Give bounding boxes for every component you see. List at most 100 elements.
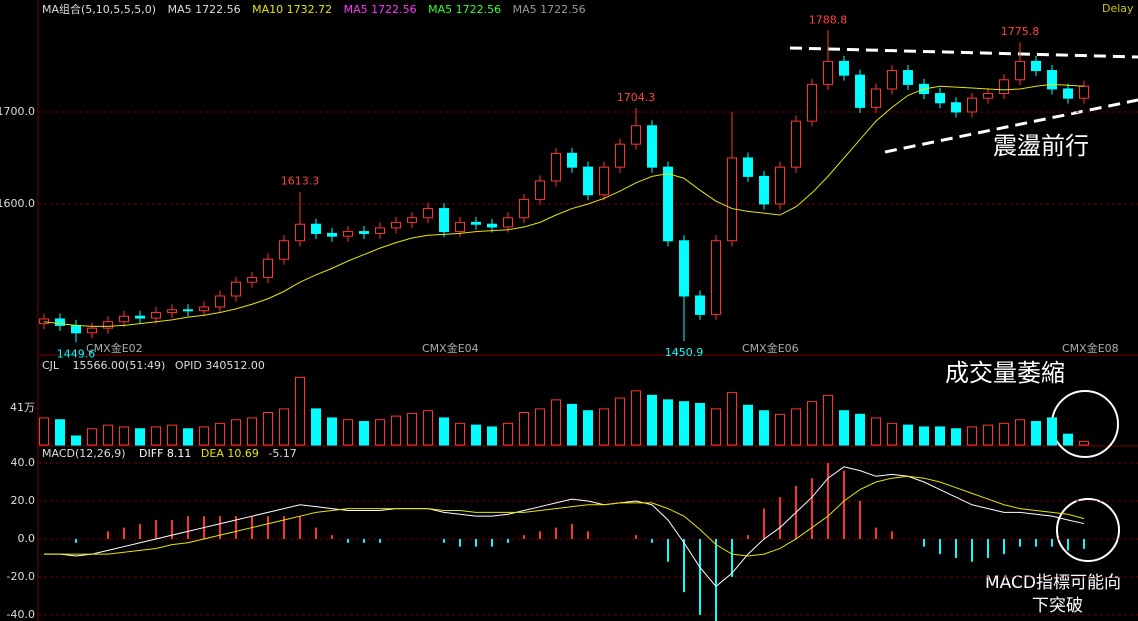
price-label: 1788.8 [809,13,848,26]
candle-body [471,221,481,225]
volume-bar [743,404,753,446]
candle-body [823,60,833,85]
volume-bar [871,417,881,446]
highlight-circle [1056,498,1120,562]
candle-body [775,166,785,205]
ma-label: MA10 1732.72 [252,3,332,16]
trend-line [789,46,1138,59]
candle-body [839,60,849,76]
candle-body [71,324,81,334]
ma-label: MA5 1722.56 [513,3,586,16]
ma-label: MA组合(5,10,5,5,5,0) [42,2,156,16]
candle-body [807,83,817,122]
volume-bar [919,426,929,446]
volume-bar [391,415,401,446]
volume-bar [407,412,417,446]
candle-body [679,240,689,297]
period-label: CMX金E08 [1062,341,1119,355]
candle-body [871,88,881,108]
volume-label: OPID 340512.00 [175,359,265,372]
price-label: 1450.9 [665,346,704,359]
candle-body [295,223,305,242]
volume-bar [311,408,321,446]
y-tick-label: -40.0 [7,608,35,621]
volume-bar [167,424,177,446]
volume-bar [375,419,385,446]
candle-body [935,93,945,104]
volume-bar [231,419,241,446]
volume-bar [55,419,65,446]
candle-body [39,318,49,325]
candle-body [391,221,401,229]
candle-body [455,221,465,233]
candle-body [759,175,769,205]
volume-bar [887,422,897,446]
candle-body [135,315,145,319]
volume-bar [999,422,1009,446]
candle-body [519,198,529,219]
candle-body [487,223,497,228]
volume-bar [455,422,465,446]
candle-body [503,217,513,228]
volume-bar [935,426,945,446]
volume-bar [439,417,449,446]
candle-body [199,306,209,312]
volume-bar [583,410,593,446]
volume-bar [695,402,705,446]
candle-body [951,102,961,113]
annotation: 下突破 [1032,596,1083,616]
volume-bar [855,413,865,446]
y-tick-label: 20.0 [11,494,36,507]
volume-bar [535,408,545,446]
candle-body [535,180,545,200]
ma-label: MA5 1722.56 [344,3,417,16]
volume-bar [983,424,993,446]
volume-bar [1063,433,1073,446]
volume-bar [327,417,337,446]
volume-bar [423,410,433,446]
candle-body [983,93,993,99]
price-label: 1704.3 [617,91,656,104]
candle-body [407,217,417,223]
trend-line [884,98,1138,154]
volume-bar [151,426,161,446]
macd-label: -5.17 [268,447,296,460]
candle-body [439,208,449,233]
y-tick-label: 1700.0 [0,105,35,118]
candle-body [103,321,113,329]
annotation: 成交量萎縮 [945,359,1065,387]
volume-bar [103,424,113,446]
candle-body [583,166,593,196]
candle-body [999,79,1009,95]
volume-bar [903,424,913,446]
candle-body [615,143,625,168]
period-label: CMX金E04 [422,341,479,355]
ma-label: MA5 1722.56 [168,3,241,16]
candle-body [375,227,385,234]
candle-body [663,166,673,242]
volume-bar [599,408,609,446]
y-tick-label: -20.0 [7,570,35,583]
candle-body [727,157,737,242]
period-label: CMX金E02 [86,341,143,355]
candle-body [343,231,353,237]
volume-bar [39,417,49,446]
volume-bar [791,408,801,446]
candle-body [263,258,273,279]
candle-body [695,295,705,315]
candle-body [1079,85,1089,99]
candle-body [631,125,641,145]
volume-bar [823,394,833,446]
period-label: CMX金E06 [742,341,799,355]
volume-bar [295,376,305,446]
macd-header: MACD(12,26,9) DIFF 8.11 DEA 10.69 -5.17 [42,447,297,460]
candle-body [647,125,657,168]
candle-body [215,295,225,308]
candle-body [711,240,721,315]
volume-bar [967,426,977,446]
volume-bar [775,413,785,446]
ma-label: MA5 1722.56 [428,3,501,16]
candle-body [967,97,977,113]
volume-bar [807,401,817,446]
ma-header: MA组合(5,10,5,5,5,0) MA5 1722.56 MA10 1732… [42,2,586,16]
